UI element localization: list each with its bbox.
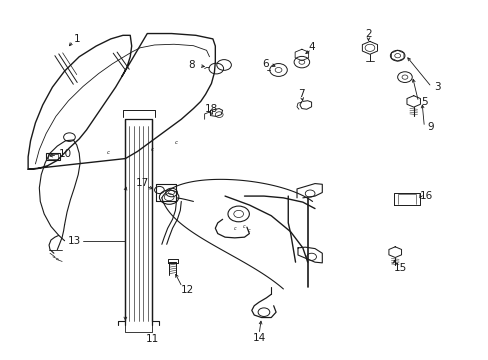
Text: 3: 3 <box>433 82 440 92</box>
Text: 6: 6 <box>262 59 269 69</box>
Bar <box>48 154 58 158</box>
Text: 14: 14 <box>252 333 265 343</box>
Text: c: c <box>150 148 153 152</box>
Text: 15: 15 <box>393 262 406 273</box>
Text: 5: 5 <box>420 97 427 107</box>
Text: c: c <box>175 140 178 145</box>
Text: c: c <box>107 149 110 154</box>
Text: 8: 8 <box>188 60 195 70</box>
Text: 9: 9 <box>426 122 433 132</box>
Text: 11: 11 <box>145 334 159 344</box>
Text: c: c <box>247 228 250 233</box>
Text: 10: 10 <box>59 149 72 159</box>
Text: 16: 16 <box>419 192 432 202</box>
Text: 1: 1 <box>73 34 80 44</box>
Text: 18: 18 <box>204 104 218 114</box>
Text: 17: 17 <box>136 178 149 188</box>
Text: 12: 12 <box>181 285 194 295</box>
Text: 13: 13 <box>67 237 81 247</box>
Text: c: c <box>233 226 236 231</box>
Text: c: c <box>243 224 245 229</box>
Bar <box>46 153 60 159</box>
Text: 2: 2 <box>365 28 371 39</box>
Text: 7: 7 <box>298 89 305 99</box>
Text: 4: 4 <box>307 42 314 52</box>
